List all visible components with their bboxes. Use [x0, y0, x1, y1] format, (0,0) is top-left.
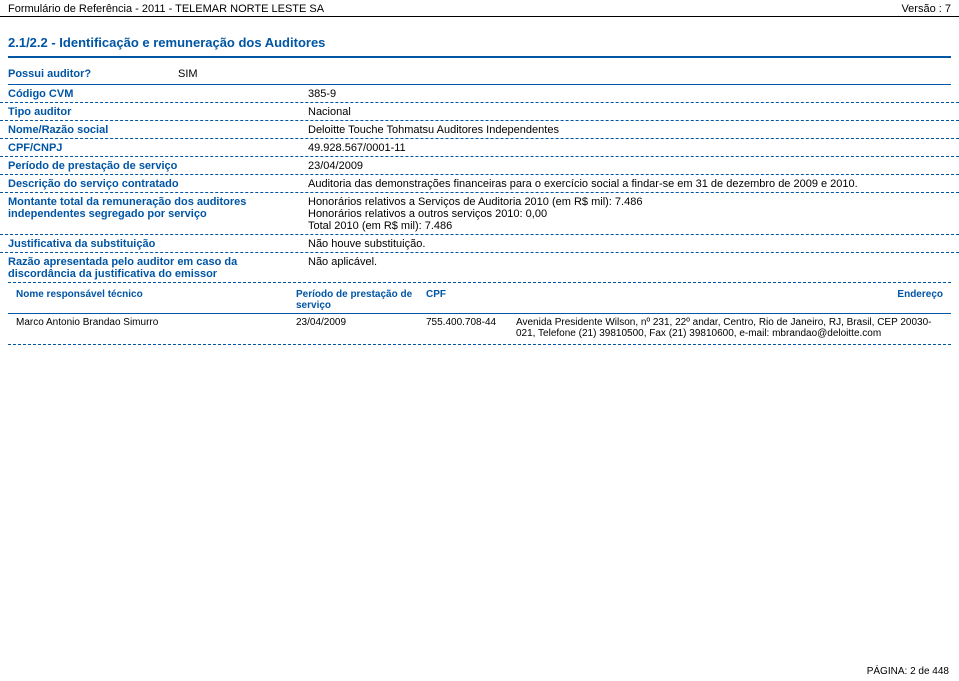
tech-cpf: 755.400.708-44 [426, 317, 516, 339]
detail-value: Não houve substituição. [308, 238, 951, 250]
detail-value: 49.928.567/0001-11 [308, 142, 951, 154]
tech-row: Marco Antonio Brandao Simurro 23/04/2009… [8, 314, 951, 342]
detail-row: Nome/Razão socialDeloitte Touche Tohmats… [0, 120, 959, 138]
tech-name: Marco Antonio Brandao Simurro [16, 317, 296, 339]
doc-title-left: Formulário de Referência - 2011 - TELEMA… [8, 3, 324, 15]
detail-value: Honorários relativos a Serviços de Audit… [308, 196, 951, 232]
detail-row: Razão apresentada pelo auditor em caso d… [0, 252, 959, 282]
tech-period: 23/04/2009 [296, 317, 426, 339]
detail-label: Código CVM [8, 88, 308, 100]
detail-label: Montante total da remuneração dos audito… [8, 196, 308, 232]
section-title: 2.1/2.2 - Identificação e remuneração do… [0, 17, 959, 56]
detail-row: Descrição do serviço contratadoAuditoria… [0, 174, 959, 192]
detail-label: Nome/Razão social [8, 124, 308, 136]
possui-auditor-label: Possui auditor? [8, 68, 178, 80]
detail-value: Não aplicável. [308, 256, 951, 280]
tech-header-cpf: CPF [426, 289, 516, 311]
tech-header-name: Nome responsável técnico [16, 289, 296, 311]
details-rows: Código CVM385-9Tipo auditorNacionalNome/… [0, 85, 959, 282]
tech-addr: Avenida Presidente Wilson, nº 231, 22º a… [516, 317, 943, 339]
detail-row: Montante total da remuneração dos audito… [0, 192, 959, 234]
detail-label: Período de prestação de serviço [8, 160, 308, 172]
detail-label: CPF/CNPJ [8, 142, 308, 154]
detail-value: 385-9 [308, 88, 951, 100]
detail-row: Tipo auditorNacional [0, 102, 959, 120]
possui-auditor-row: Possui auditor? SIM [0, 58, 959, 84]
doc-version-right: Versão : 7 [901, 3, 951, 15]
tech-header-addr: Endereço [516, 289, 943, 311]
possui-auditor-value: SIM [178, 68, 198, 80]
detail-row: CPF/CNPJ49.928.567/0001-11 [0, 138, 959, 156]
detail-value: 23/04/2009 [308, 160, 951, 172]
detail-label: Tipo auditor [8, 106, 308, 118]
tech-header-period: Período de prestação de serviço [296, 289, 426, 311]
detail-value: Deloitte Touche Tohmatsu Auditores Indep… [308, 124, 951, 136]
detail-label: Razão apresentada pelo auditor em caso d… [8, 256, 308, 280]
detail-row: Período de prestação de serviço23/04/200… [0, 156, 959, 174]
tech-header: Nome responsável técnico Período de pres… [8, 287, 951, 314]
page-footer: PÁGINA: 2 de 448 [867, 666, 949, 677]
details-end-dash [8, 282, 951, 283]
tech-end-dash [8, 344, 951, 345]
detail-value: Auditoria das demonstrações financeiras … [308, 178, 951, 190]
detail-row: Justificativa da substituiçãoNão houve s… [0, 234, 959, 252]
detail-row: Código CVM385-9 [0, 85, 959, 102]
detail-label: Justificativa da substituição [8, 238, 308, 250]
detail-value: Nacional [308, 106, 951, 118]
detail-label: Descrição do serviço contratado [8, 178, 308, 190]
top-bar: Formulário de Referência - 2011 - TELEMA… [0, 0, 959, 17]
